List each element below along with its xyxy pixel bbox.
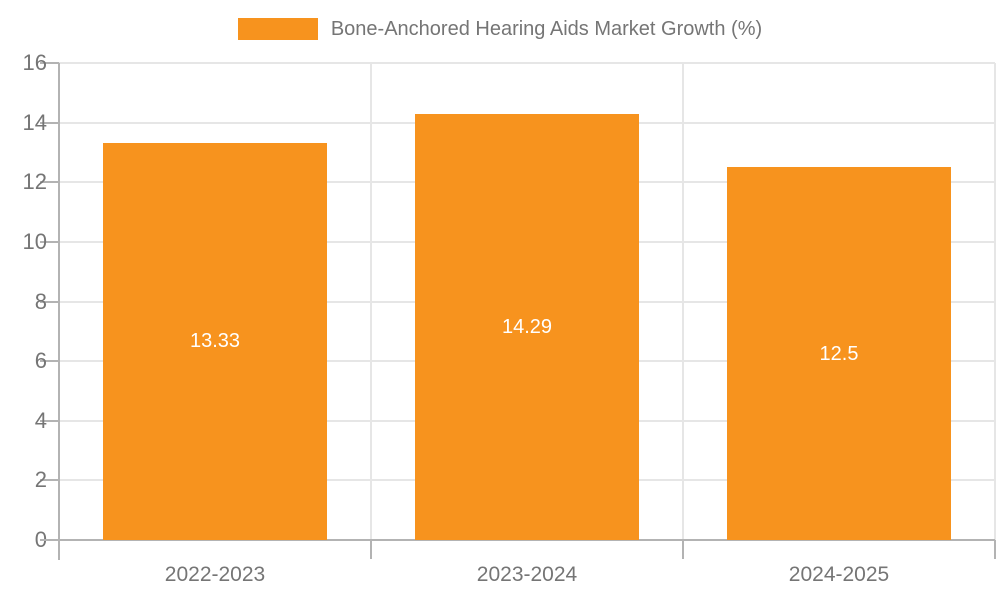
gridline-vertical [682, 63, 684, 540]
x-axis-tick [682, 540, 684, 559]
gridline-vertical [994, 63, 996, 540]
bar: 12.5 [726, 167, 952, 540]
y-axis-tick-label: 14 [22, 109, 47, 135]
bar-value-label: 12.5 [819, 342, 859, 365]
legend-swatch [237, 18, 318, 40]
y-axis-tick [40, 121, 59, 124]
y-axis-tick-label: 10 [22, 228, 47, 254]
x-axis-tick [994, 540, 996, 559]
y-axis-tick-label: 6 [34, 348, 47, 374]
legend-item[interactable]: Bone-Anchored Hearing Aids Market Growth… [237, 17, 763, 41]
y-axis-tick [40, 419, 59, 422]
y-axis-tick-label: 8 [34, 288, 47, 314]
bar-value-label: 14.29 [501, 315, 553, 338]
y-axis-line [58, 63, 60, 560]
y-axis-tick-label: 16 [22, 50, 47, 75]
y-axis-tick-label: 2 [34, 467, 47, 493]
gridline-vertical [370, 63, 372, 540]
bar-value-label: 13.33 [189, 330, 241, 353]
y-axis-tick [40, 62, 59, 64]
legend: Bone-Anchored Hearing Aids Market Growth… [0, 17, 1000, 41]
y-axis-tick [40, 181, 59, 184]
y-axis-tick-label: 12 [22, 169, 47, 195]
x-axis-tick-label: 2022-2023 [164, 563, 266, 586]
y-axis-tick-label: 4 [34, 407, 47, 433]
legend-label: Bone-Anchored Hearing Aids Market Growth… [330, 17, 763, 40]
y-axis-tick [40, 300, 59, 303]
bar: 14.29 [414, 113, 640, 540]
gridline-horizontal [59, 62, 995, 64]
y-axis-tick [40, 360, 59, 363]
x-axis-tick-label: 2023-2024 [476, 563, 578, 586]
y-axis-tick [40, 479, 59, 482]
x-axis-line [40, 539, 995, 541]
bar: 13.33 [102, 142, 328, 540]
x-axis-tick-label: 2024-2025 [788, 563, 890, 586]
x-axis-tick [370, 540, 372, 559]
y-axis-tick [40, 240, 59, 243]
